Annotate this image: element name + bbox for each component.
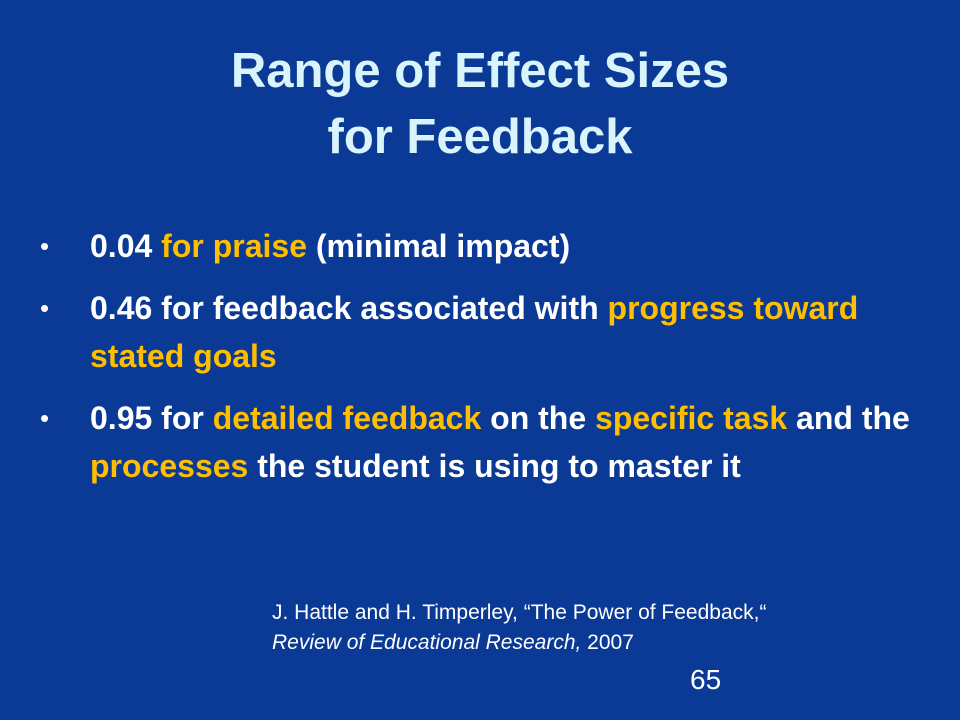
bullet-text: and the <box>787 400 910 436</box>
bullet-list: • 0.04 for praise (minimal impact) • 0.4… <box>40 222 940 504</box>
bullet-text: the student is using to master it <box>248 448 741 484</box>
bullet-text: on the <box>481 400 596 436</box>
bullet-highlight: for praise <box>161 228 307 264</box>
title-line-1: Range of Effect Sizes <box>230 44 730 98</box>
bullet-text: 0.04 <box>90 228 162 264</box>
page-number: 65 <box>690 664 722 695</box>
title-line-2: for Feedback <box>327 110 633 164</box>
bullet-item: • 0.95 for detailed feedback on the spec… <box>40 394 940 490</box>
bullet-text: (minimal impact) <box>307 228 571 264</box>
bullet-text: 0.46 for feedback associated with <box>90 290 608 326</box>
slide-title: Range of Effect Sizes for Feedback <box>0 38 960 170</box>
bullet-highlight: specific task <box>595 400 788 436</box>
citation: J. Hattle and H. Timperley, “The Power o… <box>272 598 912 658</box>
bullet-item: • 0.46 for feedback associated with prog… <box>40 284 940 380</box>
bullet-highlight: processes <box>90 448 249 484</box>
bullet-text: 0.95 for <box>90 400 213 436</box>
bullet-item: • 0.04 for praise (minimal impact) <box>40 222 940 270</box>
citation-source: Review of Educational Research, 2007 <box>272 628 912 658</box>
citation-authors: J. Hattle and H. Timperley, “The Power o… <box>272 601 767 624</box>
bullet-marker: • <box>40 293 50 323</box>
bullet-marker: • <box>40 231 50 261</box>
citation-journal: Review of Educational Research, <box>272 631 582 654</box>
bullet-marker: • <box>40 403 50 433</box>
citation-year: 2007 <box>581 631 634 654</box>
bullet-highlight: detailed feedback <box>212 400 482 436</box>
bullet-highlight: progress toward stated goals <box>90 290 859 374</box>
